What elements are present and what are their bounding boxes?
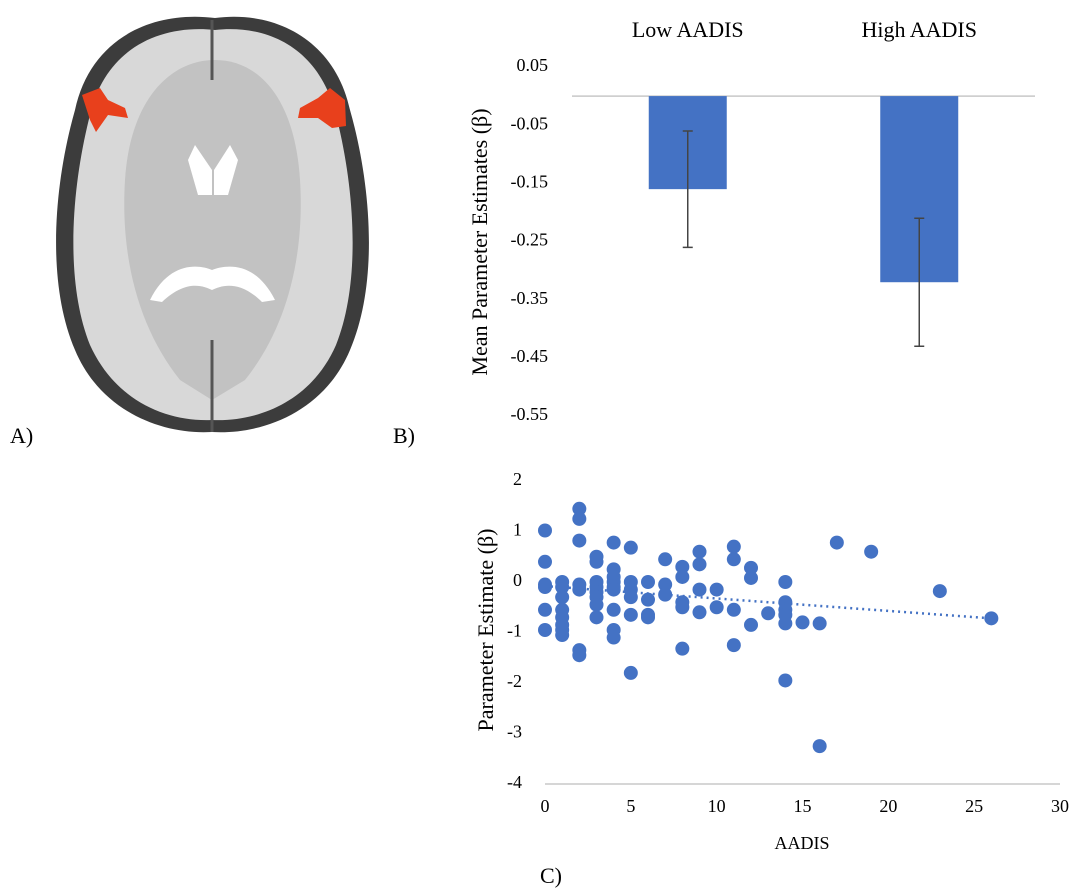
y-tick-label: 0 xyxy=(513,570,522,590)
point xyxy=(607,583,621,597)
x-tick-label: High AADIS xyxy=(861,17,977,42)
x-tick-label: 15 xyxy=(794,796,812,816)
y-tick-label: -0.45 xyxy=(511,346,549,366)
point xyxy=(641,575,655,589)
point xyxy=(624,541,638,555)
point xyxy=(555,628,569,642)
x-tick-label: Low AADIS xyxy=(632,17,744,42)
point xyxy=(590,610,604,624)
point xyxy=(693,583,707,597)
point xyxy=(727,638,741,652)
point xyxy=(572,534,586,548)
point xyxy=(744,571,758,585)
x-axis-label: AADIS xyxy=(774,833,829,853)
y-axis-label: Mean Parameter Estimates (β) xyxy=(467,108,492,375)
x-tick-label: 25 xyxy=(965,796,983,816)
y-tick-label: -1 xyxy=(507,621,522,641)
point xyxy=(710,600,724,614)
point xyxy=(572,512,586,526)
y-tick-label: -0.15 xyxy=(511,171,549,191)
y-tick-label: -0.55 xyxy=(511,404,549,424)
point xyxy=(813,616,827,630)
point xyxy=(984,611,998,625)
point xyxy=(624,608,638,622)
x-tick-label: 10 xyxy=(708,796,726,816)
brain-image xyxy=(56,17,369,433)
y-tick-label: -4 xyxy=(507,772,522,792)
x-tick-label: 20 xyxy=(879,796,897,816)
point xyxy=(607,536,621,550)
y-tick-label: -0.35 xyxy=(511,288,549,308)
point xyxy=(538,523,552,537)
point xyxy=(778,575,792,589)
y-tick-label: 2 xyxy=(513,469,522,489)
y-tick-label: 0.05 xyxy=(517,55,549,75)
point xyxy=(693,545,707,559)
point xyxy=(864,545,878,559)
point xyxy=(624,666,638,680)
point xyxy=(796,615,810,629)
point xyxy=(675,642,689,656)
point xyxy=(778,673,792,687)
point xyxy=(675,570,689,584)
y-axis-label: Parameter Estimate (β) xyxy=(473,529,498,732)
point xyxy=(727,540,741,554)
point xyxy=(538,555,552,569)
y-tick-label: -2 xyxy=(507,671,522,691)
point xyxy=(590,555,604,569)
y-tick-label: 1 xyxy=(513,520,522,540)
x-tick-label: 5 xyxy=(626,796,635,816)
y-tick-label: -3 xyxy=(507,722,522,742)
point xyxy=(555,590,569,604)
point xyxy=(590,598,604,612)
point xyxy=(744,618,758,632)
point xyxy=(933,584,947,598)
point xyxy=(675,600,689,614)
point xyxy=(710,583,724,597)
point xyxy=(607,603,621,617)
x-tick-label: 0 xyxy=(541,796,550,816)
point xyxy=(727,552,741,566)
point xyxy=(538,623,552,637)
y-tick-label: -0.05 xyxy=(511,113,549,133)
point xyxy=(813,739,827,753)
point xyxy=(830,536,844,550)
point xyxy=(761,606,775,620)
panel-label: A) xyxy=(10,423,33,448)
point xyxy=(538,603,552,617)
x-tick-label: 30 xyxy=(1051,796,1069,816)
panel-label: B) xyxy=(393,423,415,448)
point xyxy=(778,616,792,630)
y-tick-label: -0.25 xyxy=(511,230,549,250)
point xyxy=(641,610,655,624)
point xyxy=(658,552,672,566)
figure: A) B) C) Mean Parameter Estimates (β) Pa… xyxy=(0,0,1076,896)
point xyxy=(727,603,741,617)
point xyxy=(572,583,586,597)
panel-label: C) xyxy=(540,863,562,888)
point xyxy=(693,605,707,619)
point xyxy=(572,648,586,662)
point xyxy=(693,557,707,571)
point xyxy=(607,631,621,645)
